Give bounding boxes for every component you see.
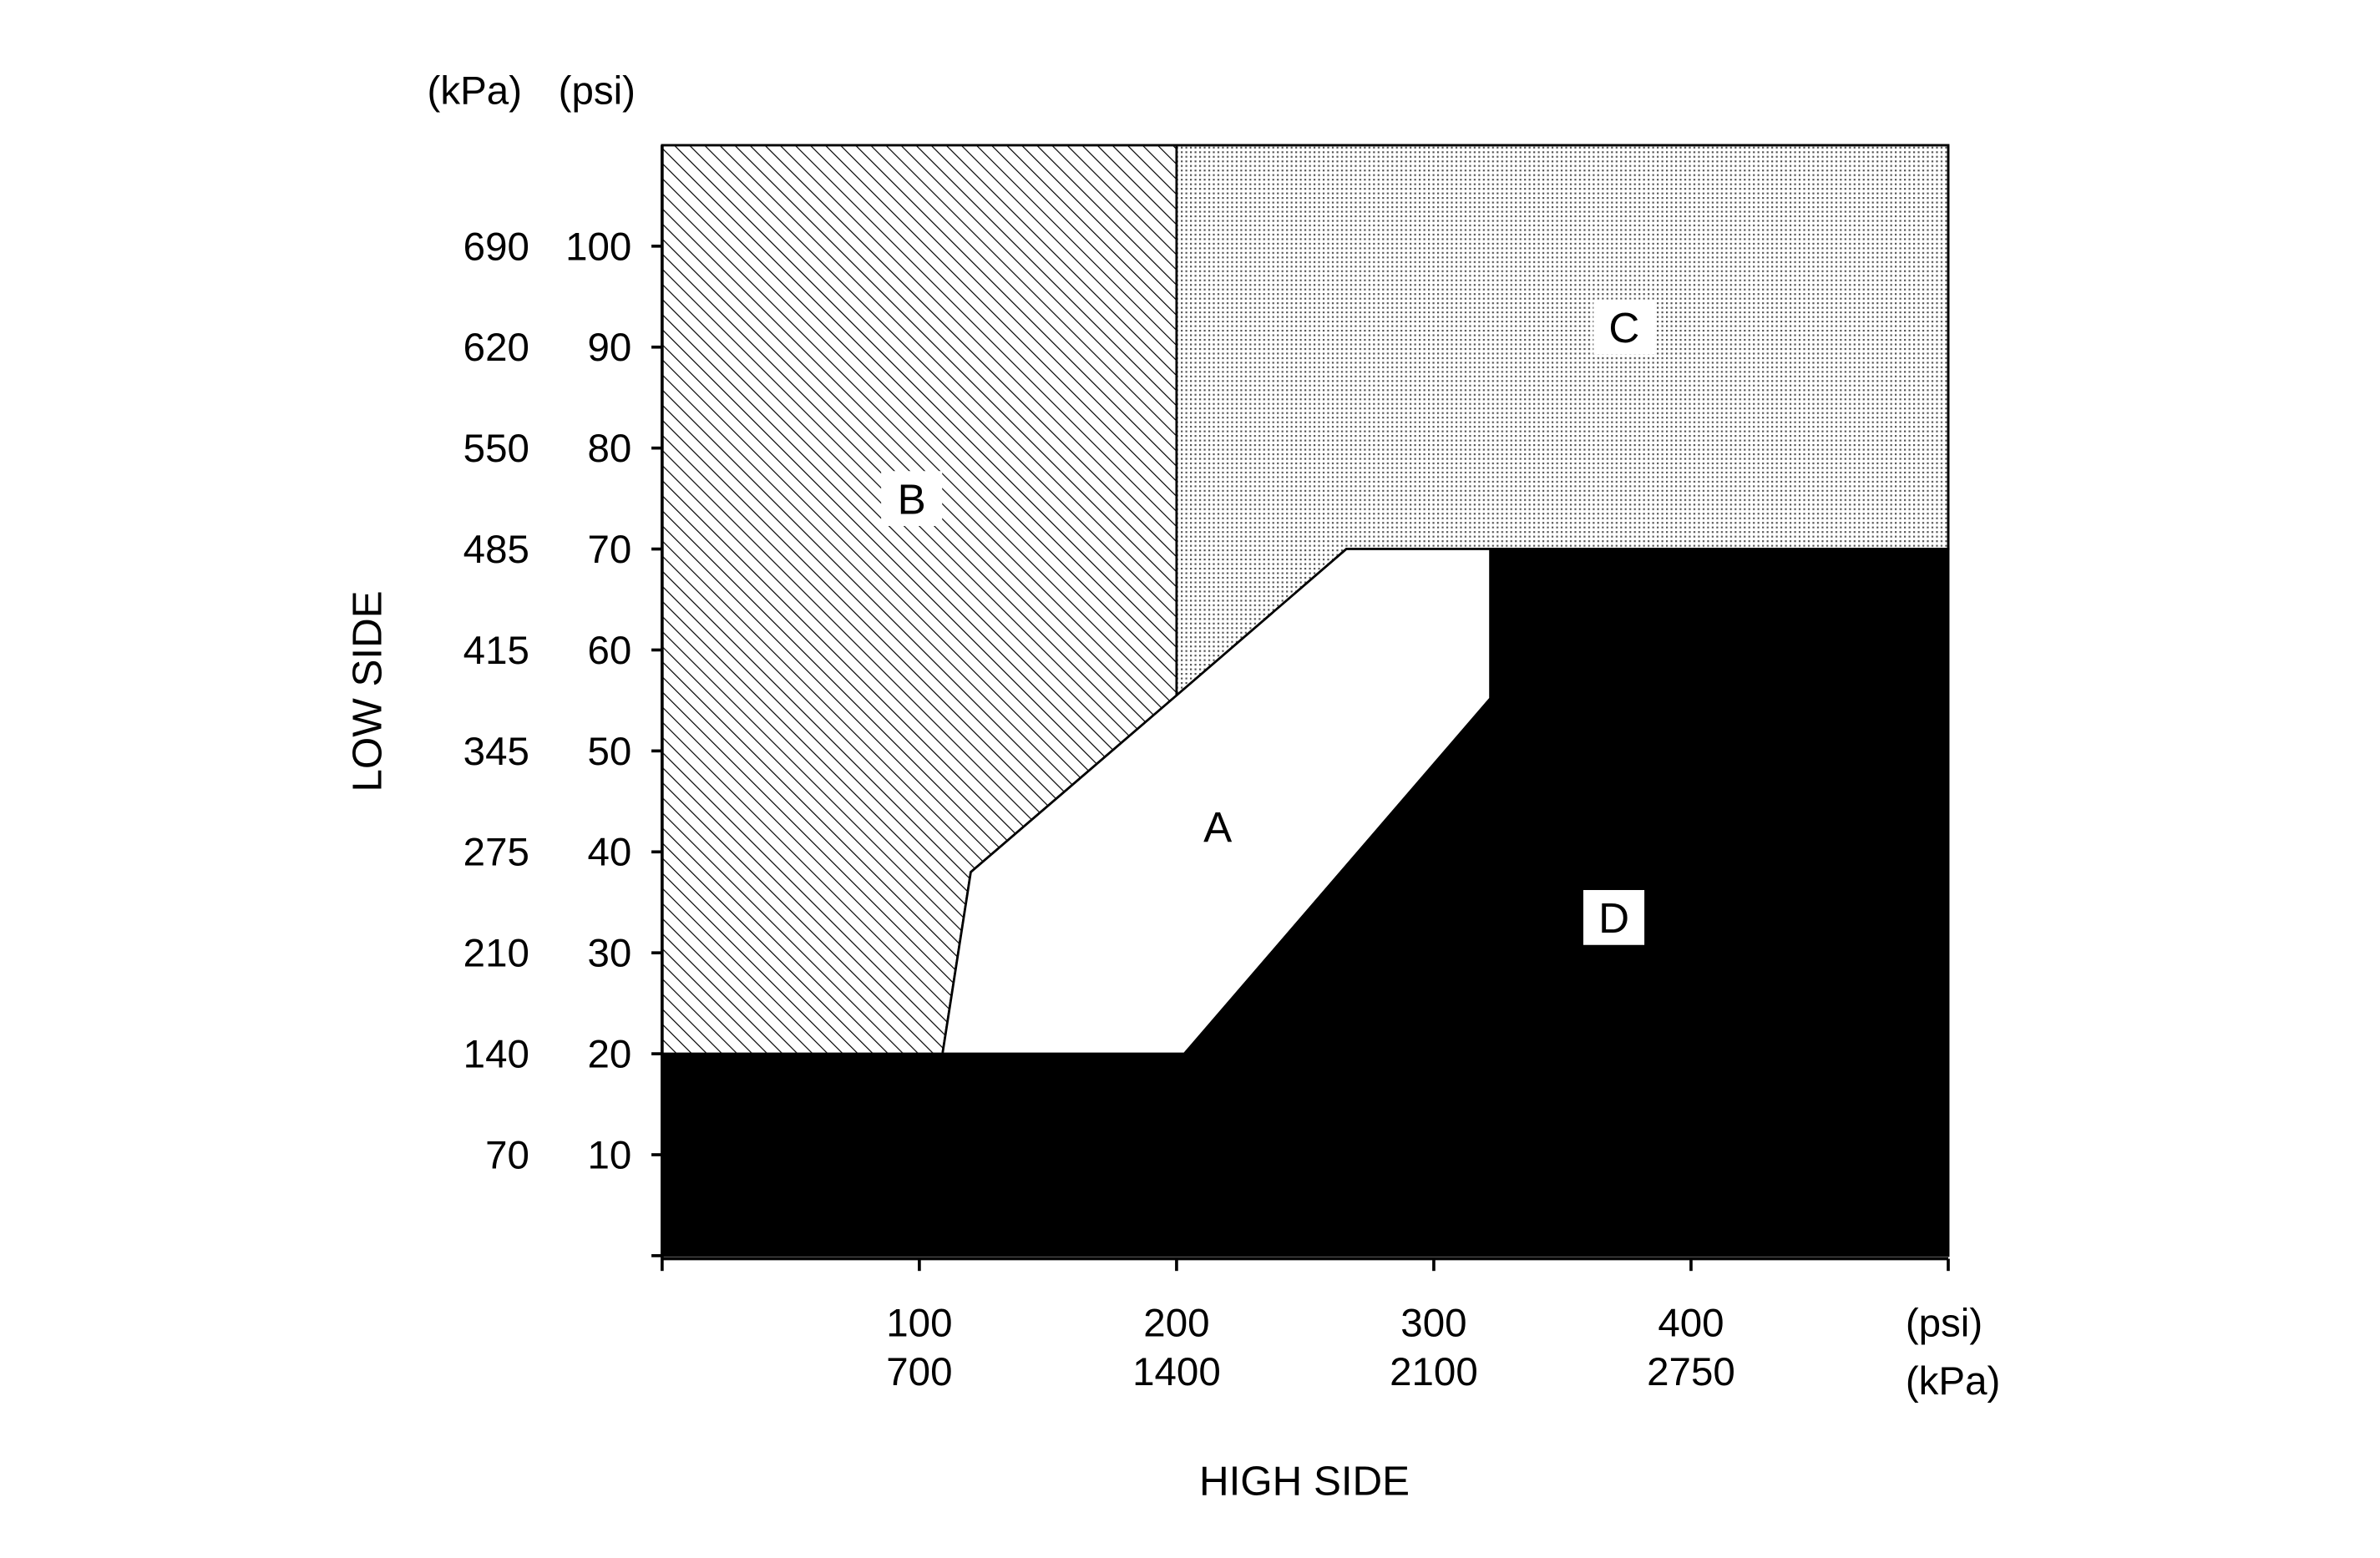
x-unit-psi: (psi) bbox=[1906, 1302, 1982, 1346]
y-tick-label-kpa: 485 bbox=[463, 528, 529, 572]
region-label-d: D bbox=[1598, 894, 1629, 942]
y-tick-label-psi: 20 bbox=[588, 1033, 632, 1077]
y-tick-label-kpa: 415 bbox=[463, 629, 529, 673]
axes: 70 10 140 20 210 30 275 40 345 50 415 60 485 70 550 80 6… bbox=[463, 144, 1950, 1394]
x-tick-label-psi: 400 bbox=[1658, 1302, 1724, 1346]
y-tick-label-psi: 60 bbox=[588, 629, 632, 673]
y-tick-label-kpa: 140 bbox=[463, 1033, 529, 1077]
x-tick-label-psi: 200 bbox=[1143, 1302, 1209, 1346]
y-tick-label-psi: 40 bbox=[588, 831, 632, 875]
y-tick-label-psi: 70 bbox=[588, 528, 632, 572]
y-tick-label-kpa: 275 bbox=[463, 831, 529, 875]
x-tick-label-kpa: 700 bbox=[886, 1350, 952, 1394]
x-tick-label-kpa: 2100 bbox=[1390, 1350, 1478, 1394]
y-tick-label-kpa: 690 bbox=[463, 225, 529, 269]
labels: (kPa) (psi) (psi) (kPa) HIGH SIDE LOW SI… bbox=[345, 69, 2001, 1505]
region-label-a: A bbox=[1203, 803, 1233, 851]
y-tick-label-psi: 90 bbox=[588, 326, 632, 370]
region-label-bg-c bbox=[1593, 299, 1655, 355]
y-tick-label-kpa: 550 bbox=[463, 427, 529, 471]
region-label-bg-b bbox=[881, 471, 943, 526]
x-tick-label-kpa: 1400 bbox=[1132, 1350, 1221, 1394]
x-axis-title: HIGH SIDE bbox=[1199, 1459, 1410, 1505]
y-axis-title: LOW SIDE bbox=[345, 590, 391, 792]
y-tick-label-kpa: 210 bbox=[463, 932, 529, 976]
y-tick-label-kpa: 70 bbox=[485, 1133, 529, 1177]
y-tick-label-psi: 10 bbox=[588, 1133, 632, 1177]
x-tick-label-psi: 100 bbox=[886, 1302, 952, 1346]
y-tick-label-kpa: 345 bbox=[463, 730, 529, 774]
region-label-bg-d bbox=[1583, 889, 1645, 945]
y-tick-label-psi: 100 bbox=[565, 225, 631, 269]
region-label-b: B bbox=[898, 475, 926, 523]
x-tick-label-kpa: 2750 bbox=[1647, 1350, 1735, 1394]
y-tick-label-psi: 30 bbox=[588, 932, 632, 976]
y-tick-label-kpa: 620 bbox=[463, 326, 529, 370]
x-unit-kpa: (kPa) bbox=[1906, 1359, 2001, 1404]
y-tick-label-psi: 50 bbox=[588, 730, 632, 774]
x-tick-label-psi: 300 bbox=[1400, 1302, 1466, 1346]
region-label-c: C bbox=[1608, 304, 1639, 352]
regions: B C A D bbox=[661, 144, 1950, 1257]
y-unit-psi: (psi) bbox=[559, 69, 636, 114]
y-unit-kpa: (kPa) bbox=[428, 69, 522, 114]
y-tick-label-psi: 80 bbox=[588, 427, 632, 471]
